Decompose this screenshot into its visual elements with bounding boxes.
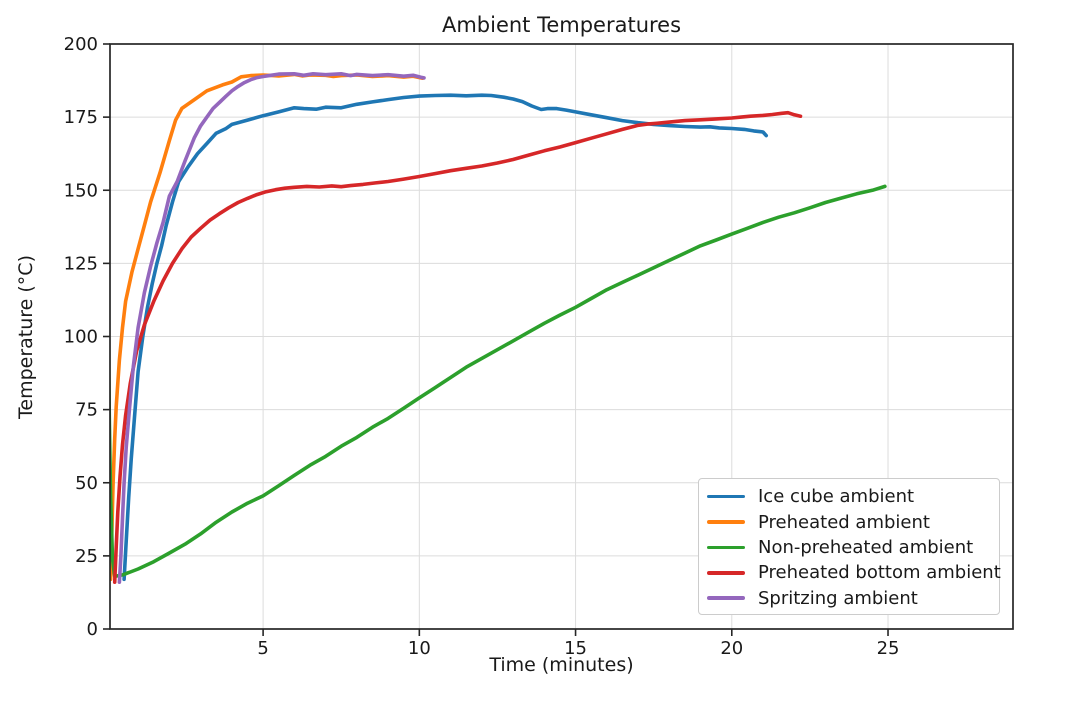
x-tick-label: 5 (257, 638, 268, 659)
x-axis-label: Time (minutes) (489, 654, 634, 676)
legend-line-swatch (707, 520, 745, 524)
y-axis-label: Temperature (°C) (15, 255, 37, 419)
series-line-spritzing-ambient (117, 72, 426, 584)
legend-line-swatch (707, 571, 745, 575)
legend-line-swatch (707, 494, 745, 499)
y-tick-label: 175 (64, 107, 98, 128)
legend-label: Non-preheated ambient (758, 536, 974, 558)
legend-item-non-preheated-ambient: Non-preheated ambient (707, 535, 999, 560)
chart-title: Ambient Temperatures (441, 13, 682, 37)
legend: Ice cube ambient Preheated ambient Non-pre… (698, 478, 1001, 615)
y-tick-label: 200 (64, 34, 98, 55)
legend-item-ice-cube-ambient: Ice cube ambient (707, 484, 999, 509)
legend-line-swatch (707, 545, 745, 550)
y-tick-label: 0 (87, 619, 98, 640)
y-tick-label: 125 (64, 253, 98, 274)
x-tick-label: 10 (408, 638, 431, 659)
legend-item-preheated-ambient: Preheated ambient (707, 509, 999, 534)
y-tick-label: 50 (75, 473, 98, 494)
legend-label: Preheated bottom ambient (758, 562, 1001, 584)
series-line-preheated-ambient (110, 72, 425, 582)
series-line-non-preheated-ambient (110, 184, 887, 579)
series-line-ice-cube-ambient (122, 93, 768, 582)
y-tick-label: 75 (75, 400, 98, 421)
legend-label: Spritzing ambient (758, 587, 918, 609)
legend-item-preheated-bottom-ambient: Preheated bottom ambient (707, 560, 1001, 585)
y-tick-label: 150 (64, 180, 98, 201)
x-tick-label: 15 (564, 638, 587, 659)
legend-label: Ice cube ambient (758, 486, 915, 508)
legend-item-spritzing-ambient: Spritzing ambient (707, 586, 999, 611)
legend-line-swatch (707, 596, 745, 601)
series-line-preheated-bottom-ambient (112, 110, 803, 584)
x-tick-label: 25 (877, 638, 900, 659)
x-tick-label: 20 (720, 638, 743, 659)
y-tick-label: 100 (64, 327, 98, 348)
legend-label: Preheated ambient (758, 511, 930, 533)
y-tick-label: 25 (75, 546, 98, 567)
